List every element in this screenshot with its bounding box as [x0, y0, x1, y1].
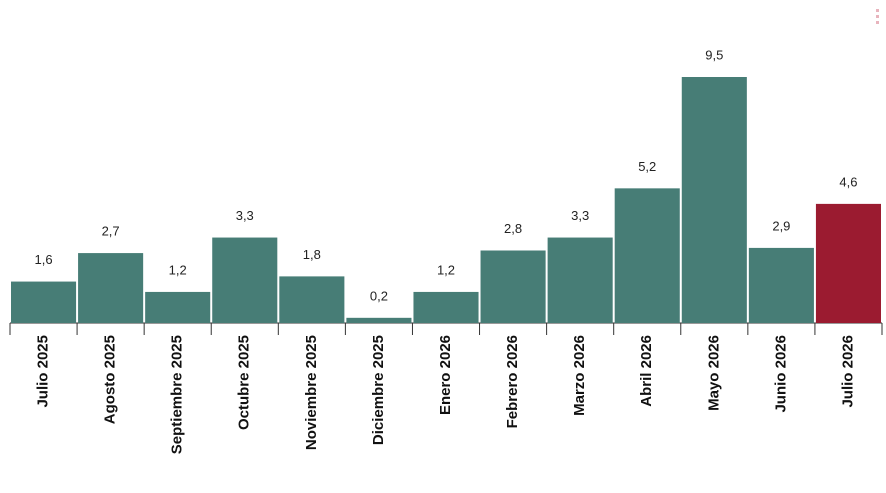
bar: [681, 77, 747, 323]
x-tick-label: Septiembre 2025: [169, 335, 186, 454]
bar: [547, 237, 613, 323]
bar: [78, 253, 144, 323]
data-label: 1,2: [169, 262, 187, 277]
bar: [413, 291, 479, 323]
data-label: 2,8: [504, 221, 522, 236]
bar: [212, 237, 278, 323]
bar: [145, 291, 211, 323]
bar: [279, 276, 345, 323]
bar: [11, 281, 77, 323]
bar: [480, 250, 546, 323]
data-label: 9,5: [705, 47, 723, 62]
data-label: 1,2: [437, 262, 455, 277]
x-tick-label: Diciembre 2025: [370, 335, 387, 445]
x-tick-label: Julio 2026: [839, 335, 856, 408]
x-tick-label: Enero 2026: [437, 335, 454, 415]
x-tick-label: Octubre 2025: [236, 335, 253, 430]
bar: [614, 188, 680, 323]
data-label: 0,2: [370, 288, 388, 303]
data-label: 5,2: [638, 159, 656, 174]
x-tick-label: Junio 2026: [772, 335, 789, 413]
x-tick-label: Noviembre 2025: [303, 335, 320, 450]
data-label: 2,7: [102, 224, 120, 239]
bar: [346, 317, 412, 323]
bar: [748, 247, 814, 323]
menu-icon[interactable]: [876, 9, 879, 24]
data-label: 3,3: [236, 208, 254, 223]
x-tick-label: Mayo 2026: [705, 335, 722, 411]
data-label: 4,6: [839, 174, 857, 189]
bar: [815, 203, 881, 323]
x-tick-label: Marzo 2026: [571, 335, 588, 416]
x-tick-label: Febrero 2026: [504, 335, 521, 428]
x-tick-label: Julio 2025: [35, 335, 52, 408]
x-tick-label: Abril 2026: [638, 335, 655, 407]
data-label: 1,6: [34, 252, 52, 267]
data-label: 2,9: [772, 218, 790, 233]
data-label: 1,8: [303, 247, 321, 262]
x-tick-label: Agosto 2025: [102, 335, 119, 424]
data-label: 3,3: [571, 208, 589, 223]
